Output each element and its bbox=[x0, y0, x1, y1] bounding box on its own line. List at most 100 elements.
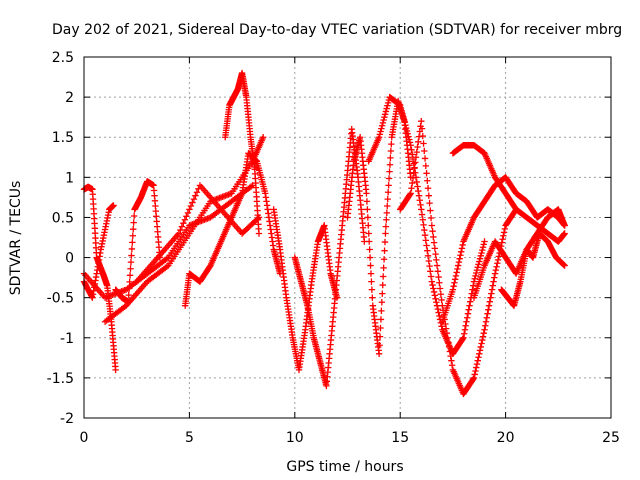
data-point bbox=[419, 216, 426, 223]
data-point bbox=[378, 307, 385, 315]
data-point bbox=[376, 333, 384, 340]
data-point bbox=[407, 142, 414, 149]
data-point bbox=[423, 242, 430, 249]
data-point bbox=[369, 294, 376, 301]
data-point bbox=[420, 140, 427, 147]
data-point bbox=[431, 292, 439, 299]
data-point bbox=[363, 190, 370, 197]
data-point bbox=[365, 222, 372, 229]
data-point bbox=[413, 148, 420, 156]
data-point bbox=[366, 254, 374, 261]
data-point bbox=[401, 119, 408, 126]
y-tick-label: 2 bbox=[65, 90, 74, 106]
x-tick-label: 5 bbox=[185, 430, 194, 446]
data-point bbox=[408, 185, 415, 192]
data-point bbox=[454, 262, 462, 269]
data-point bbox=[414, 143, 421, 151]
data-point bbox=[400, 116, 408, 123]
x-tick-label: 10 bbox=[286, 430, 304, 446]
data-point bbox=[409, 151, 416, 158]
data-point bbox=[476, 258, 483, 265]
data-point bbox=[490, 278, 497, 285]
data-point bbox=[400, 113, 407, 120]
data-point bbox=[464, 314, 471, 321]
data-point bbox=[175, 230, 183, 237]
data-point bbox=[367, 270, 375, 277]
data-point bbox=[460, 334, 467, 341]
data-point bbox=[452, 272, 460, 280]
data-point bbox=[453, 269, 460, 276]
data-point bbox=[427, 273, 435, 280]
data-point bbox=[410, 169, 417, 176]
data-point bbox=[486, 298, 493, 305]
data-point bbox=[365, 230, 372, 237]
data-point bbox=[418, 211, 426, 218]
data-point bbox=[500, 229, 508, 236]
data-point bbox=[403, 124, 410, 132]
data-point bbox=[366, 246, 373, 253]
data-point bbox=[435, 309, 442, 316]
series-15 bbox=[449, 142, 568, 245]
data-point bbox=[364, 214, 372, 221]
data-point bbox=[397, 101, 404, 109]
series-8 bbox=[222, 69, 263, 237]
data-point bbox=[455, 258, 463, 266]
data-point bbox=[375, 134, 383, 141]
data-point bbox=[479, 333, 487, 340]
data-point bbox=[416, 197, 423, 204]
data-point bbox=[402, 121, 409, 129]
series-7 bbox=[181, 150, 284, 309]
data-point bbox=[461, 326, 469, 333]
data-point bbox=[377, 316, 385, 323]
data-point bbox=[126, 272, 134, 279]
data-point bbox=[459, 335, 466, 343]
data-point bbox=[417, 201, 424, 209]
data-point bbox=[128, 252, 135, 259]
data-point bbox=[382, 223, 390, 230]
data-point bbox=[382, 230, 389, 237]
data-point bbox=[255, 230, 263, 237]
y-tick-label: 2.5 bbox=[52, 50, 74, 66]
data-point bbox=[450, 283, 457, 290]
data-point bbox=[561, 262, 568, 269]
data-point bbox=[500, 232, 507, 239]
data-point bbox=[422, 237, 429, 244]
data-point bbox=[424, 185, 432, 192]
series-2 bbox=[80, 202, 117, 301]
data-point bbox=[381, 238, 389, 246]
data-point bbox=[424, 252, 432, 260]
data-point bbox=[448, 357, 455, 364]
y-tick-label: -0.5 bbox=[47, 291, 74, 307]
data-point bbox=[492, 266, 500, 274]
y-tick-label: 1.5 bbox=[52, 130, 74, 146]
data-point bbox=[387, 154, 394, 162]
data-point bbox=[493, 263, 500, 270]
data-point bbox=[477, 343, 484, 351]
data-point bbox=[451, 279, 458, 286]
data-point bbox=[129, 239, 136, 246]
data-point bbox=[409, 179, 416, 187]
data-point bbox=[412, 159, 419, 166]
data-point bbox=[470, 374, 478, 382]
data-point bbox=[387, 147, 395, 155]
data-point bbox=[380, 256, 388, 263]
data-point bbox=[476, 350, 483, 358]
data-point bbox=[413, 178, 420, 186]
series-11 bbox=[344, 97, 414, 358]
data-point bbox=[415, 138, 422, 146]
data-point bbox=[471, 371, 478, 378]
data-point bbox=[438, 296, 445, 304]
data-point bbox=[433, 256, 440, 264]
data-point bbox=[184, 209, 192, 217]
data-point bbox=[383, 105, 390, 112]
data-point bbox=[418, 117, 425, 125]
data-point bbox=[412, 154, 420, 161]
data-point bbox=[487, 294, 494, 301]
data-point bbox=[385, 175, 393, 182]
data-point bbox=[406, 191, 414, 198]
data-point bbox=[433, 299, 440, 306]
data-point bbox=[409, 174, 417, 182]
data-point bbox=[424, 247, 431, 254]
data-point bbox=[181, 216, 189, 223]
data-point bbox=[189, 199, 196, 206]
